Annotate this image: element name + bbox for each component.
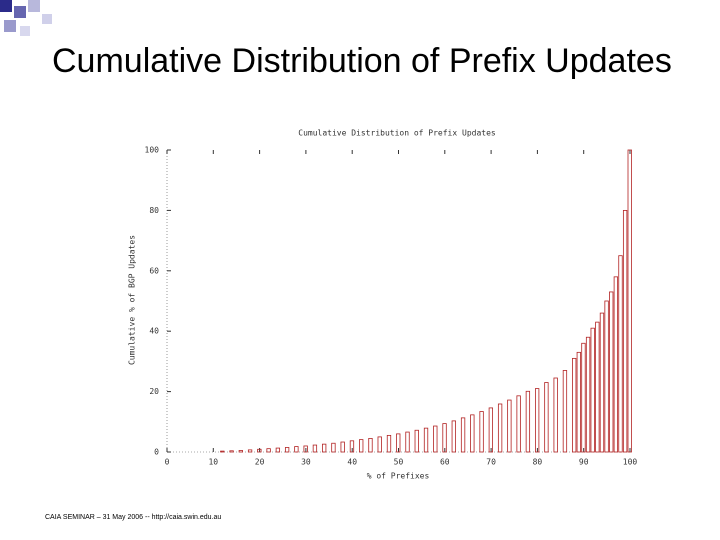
- y-tick-label: 0: [154, 448, 159, 457]
- x-tick-label: 90: [579, 458, 589, 467]
- x-tick-label: 30: [301, 458, 311, 467]
- bar: [553, 377, 558, 453]
- bar: [609, 291, 614, 453]
- bar: [516, 395, 521, 453]
- bar: [340, 441, 345, 453]
- bar: [349, 440, 355, 453]
- bar: [595, 321, 600, 453]
- bar: [377, 436, 382, 453]
- y-tick-label: 100: [145, 146, 160, 155]
- bar: [479, 411, 484, 453]
- footer: CAIA SEMINAR – 31 May 2006 -- http://cai…: [45, 514, 222, 521]
- y-tick-label: 20: [149, 387, 159, 396]
- slide-title: Cumulative Distribution of Prefix Update…: [52, 42, 672, 80]
- bar: [386, 434, 392, 453]
- bar: [414, 429, 419, 453]
- bar: [599, 312, 605, 453]
- y-axis-label: Cumulative % of BGP Updates: [128, 235, 137, 365]
- x-tick-label: 10: [208, 458, 218, 467]
- y-tick-label: 40: [149, 327, 159, 336]
- bar: [229, 450, 234, 453]
- bar: [423, 427, 429, 453]
- bar: [442, 423, 447, 453]
- bar: [368, 438, 373, 453]
- x-tick-label: 60: [440, 458, 450, 467]
- bar: [525, 390, 531, 453]
- bar: [405, 431, 410, 453]
- x-tick-label: 40: [347, 458, 357, 467]
- bar: [396, 433, 401, 453]
- bar: [331, 442, 336, 453]
- bar: [284, 447, 290, 453]
- x-tick-label: 50: [394, 458, 404, 467]
- bar: [266, 448, 271, 453]
- bar: [590, 327, 595, 453]
- bar: [581, 342, 586, 453]
- x-tick-label: 70: [486, 458, 496, 467]
- bar: [622, 209, 628, 453]
- bar: [585, 336, 591, 453]
- bar: [257, 448, 262, 453]
- y-tick-label: 80: [149, 206, 159, 215]
- bar: [460, 417, 466, 453]
- bar: [497, 403, 503, 453]
- decoration: [0, 0, 52, 36]
- bar: [613, 276, 619, 453]
- x-tick-label: 20: [255, 458, 265, 467]
- bar: [562, 370, 568, 453]
- bar: [238, 450, 243, 453]
- bar: [433, 425, 438, 453]
- bar: [627, 149, 632, 453]
- bar: [451, 420, 456, 453]
- bar: [294, 446, 299, 453]
- x-tick-label: 80: [533, 458, 543, 467]
- bar: [507, 399, 512, 453]
- bar: [359, 439, 364, 453]
- bar: [604, 300, 609, 453]
- bar: [303, 445, 308, 453]
- bar: [535, 388, 540, 453]
- y-tick-label: 60: [149, 266, 159, 275]
- bar: [275, 447, 281, 453]
- bar: [618, 255, 623, 453]
- x-tick-label: 0: [165, 458, 170, 467]
- chart-title: Cumulative Distribution of Prefix Update…: [298, 129, 496, 138]
- bar: [220, 450, 225, 453]
- bar: [544, 382, 549, 453]
- bar: [488, 407, 494, 453]
- bar: [572, 357, 577, 453]
- bar: [312, 444, 318, 453]
- bar: [247, 449, 253, 453]
- bar: [322, 443, 327, 453]
- x-tick-label: 100: [623, 458, 638, 467]
- bar: [576, 351, 581, 453]
- bar: [470, 414, 475, 453]
- x-axis-label: % of Prefixes: [367, 472, 430, 481]
